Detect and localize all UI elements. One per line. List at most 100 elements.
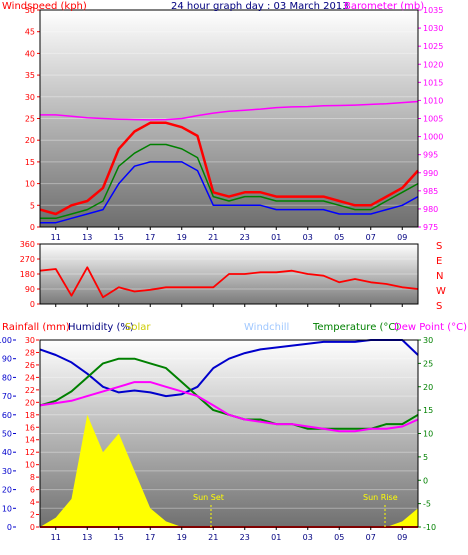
temperature-axis-tick-label-6: 20 xyxy=(423,383,433,392)
rainfall-axis-tick-label-3: 6 xyxy=(30,486,35,495)
wind-left-tick-label-1: 5 xyxy=(30,201,35,210)
sunrise-annotation: Sun Rise xyxy=(363,493,398,502)
direction-left-tick-label-0: 0 xyxy=(30,300,35,309)
rainfall-axis-tick-label-9: 18 xyxy=(25,411,35,420)
rainfall-axis-tick-label-12: 24 xyxy=(25,373,35,382)
humidity-axis-tick-label-7: 70 xyxy=(2,392,12,401)
wind-xtick-label-5: 21 xyxy=(208,233,218,242)
windspeed-label: Windspeed (kph) xyxy=(2,1,87,12)
humidity-axis-tick-label-0: 0 xyxy=(7,523,12,532)
wind-right-tick-label-12: 1035 xyxy=(423,6,443,15)
wind-xtick-label-7: 01 xyxy=(271,233,281,242)
humidity-xtick-label-7: 01 xyxy=(271,533,281,542)
sunset-annotation: Sun Set xyxy=(193,493,224,502)
wind-panel-frame xyxy=(39,9,419,228)
wind-xtick-label-9: 05 xyxy=(334,233,344,242)
rainfall-axis-tick-label-11: 22 xyxy=(25,386,35,395)
temperature-label: Temperature (°C) xyxy=(312,322,399,333)
dewpoint-label: Dew Point (°C) xyxy=(394,322,467,333)
humidity-axis-tick-label-1: 10 xyxy=(2,504,12,513)
temperature-axis-tick-label-8: 30 xyxy=(423,336,433,345)
rainfall-label: Rainfall (mm) xyxy=(2,322,70,333)
gust-line xyxy=(40,161,419,224)
wind-xtick-label-10: 07 xyxy=(366,233,376,242)
wind-right-tick-label-11: 1030 xyxy=(423,24,443,33)
wind-xtick-label-4: 19 xyxy=(177,233,187,242)
humidity-label: Humidity (%) xyxy=(68,322,134,333)
humidity-axis-tick-label-10: 100 xyxy=(0,336,12,345)
humidity-axis-tick-label-4: 40 xyxy=(2,448,12,457)
humidity-xtick-label-6: 23 xyxy=(240,533,250,542)
rainfall-axis-tick-label-1: 2 xyxy=(30,511,35,520)
graph-title: 24 hour graph day : 03 March 2013 xyxy=(171,1,349,12)
wind-right-tick-label-10: 1025 xyxy=(423,42,443,51)
direction-line xyxy=(39,266,419,299)
temperature-axis-tick-label-0: -10 xyxy=(423,523,436,532)
windspeed-line xyxy=(39,121,419,216)
rainfall-axis-tick-label-8: 16 xyxy=(25,423,35,432)
rainfall-axis-tick-label-7: 14 xyxy=(25,436,35,445)
wind-right-tick-label-7: 1010 xyxy=(423,96,443,105)
rainfall-axis-tick-label-6: 12 xyxy=(25,448,35,457)
wind-right-tick-label-9: 1020 xyxy=(423,60,443,69)
wind-left-tick-label-8: 40 xyxy=(25,49,35,58)
direction-panel-frame xyxy=(39,243,419,305)
avg-wind-line xyxy=(40,143,419,220)
humidity-axis-tick-label-5: 50 xyxy=(2,430,12,439)
humidity-xtick-label-9: 05 xyxy=(334,533,344,542)
wind-left-tick-label-9: 45 xyxy=(25,28,35,37)
humidity-xtick-label-11: 09 xyxy=(397,533,407,542)
temperature-axis-tick-label-5: 15 xyxy=(423,406,433,415)
wind-right-tick-label-5: 1000 xyxy=(423,133,443,142)
dewpoint-line xyxy=(39,381,419,433)
wind-left-tick-label-5: 25 xyxy=(25,115,35,124)
direction-left-tick-label-1: 90 xyxy=(25,285,35,294)
wind-xtick-label-2: 15 xyxy=(114,233,124,242)
wind-right-tick-label-4: 995 xyxy=(423,151,438,160)
rainfall-axis-tick-label-0: 0 xyxy=(30,523,35,532)
wind-xtick-label-0: 11 xyxy=(51,233,61,242)
windchill-label: Windchill xyxy=(244,322,289,333)
temperature-axis-tick-label-7: 25 xyxy=(423,359,433,368)
wind-left-tick-label-10: 50 xyxy=(25,6,35,15)
humidity-axis-tick-label-3: 30 xyxy=(2,467,12,476)
direction-letter-e: E xyxy=(436,256,442,267)
rainfall-axis-tick-label-10: 20 xyxy=(25,398,35,407)
rainfall-axis-tick-label-5: 10 xyxy=(25,461,35,470)
humidity-xtick-label-2: 15 xyxy=(114,533,124,542)
humidity-xtick-label-10: 07 xyxy=(366,533,376,542)
humidity-axis-tick-label-2: 20 xyxy=(2,486,12,495)
humidity-xtick-label-1: 13 xyxy=(82,533,92,542)
wind-left-tick-label-3: 15 xyxy=(25,158,35,167)
wind-left-tick-label-7: 35 xyxy=(25,71,35,80)
wind-right-tick-label-1: 980 xyxy=(423,205,438,214)
direction-letter-s-top: S xyxy=(436,241,442,252)
rainfall-axis-tick-label-4: 8 xyxy=(30,473,35,482)
humidity-axis-tick-label-8: 80 xyxy=(2,373,12,382)
humidity-xtick-label-4: 19 xyxy=(177,533,187,542)
direction-left-tick-label-3: 270 xyxy=(20,255,35,264)
wind-right-tick-label-6: 1005 xyxy=(423,115,443,124)
humidity-axis-tick-label-6: 60 xyxy=(2,411,12,420)
rainfall-axis-tick-label-13: 26 xyxy=(25,361,35,370)
wind-xtick-label-1: 13 xyxy=(82,233,92,242)
solar-area xyxy=(40,414,418,527)
rainfall-axis-tick-label-15: 30 xyxy=(25,336,35,345)
humidity-panel-frame xyxy=(39,339,419,528)
wind-right-tick-label-8: 1015 xyxy=(423,78,443,87)
wind-left-tick-label-2: 10 xyxy=(25,180,35,189)
wind-left-tick-label-6: 30 xyxy=(25,93,35,102)
barometer-line xyxy=(40,100,419,121)
humidity-xtick-label-8: 03 xyxy=(303,533,313,542)
wind-right-tick-label-2: 985 xyxy=(423,187,438,196)
direction-left-tick-label-2: 180 xyxy=(20,270,35,279)
direction-letter-s-bottom: S xyxy=(436,301,442,312)
wind-left-tick-label-0: 0 xyxy=(30,223,35,232)
rainfall-axis-tick-label-14: 28 xyxy=(25,348,35,357)
barometer-label: Barometer (mb) xyxy=(344,1,424,12)
humidity-xtick-label-5: 21 xyxy=(208,533,218,542)
wind-xtick-label-3: 17 xyxy=(145,233,155,242)
solar-label: Solar xyxy=(125,322,151,333)
wind-left-tick-label-4: 20 xyxy=(25,136,35,145)
